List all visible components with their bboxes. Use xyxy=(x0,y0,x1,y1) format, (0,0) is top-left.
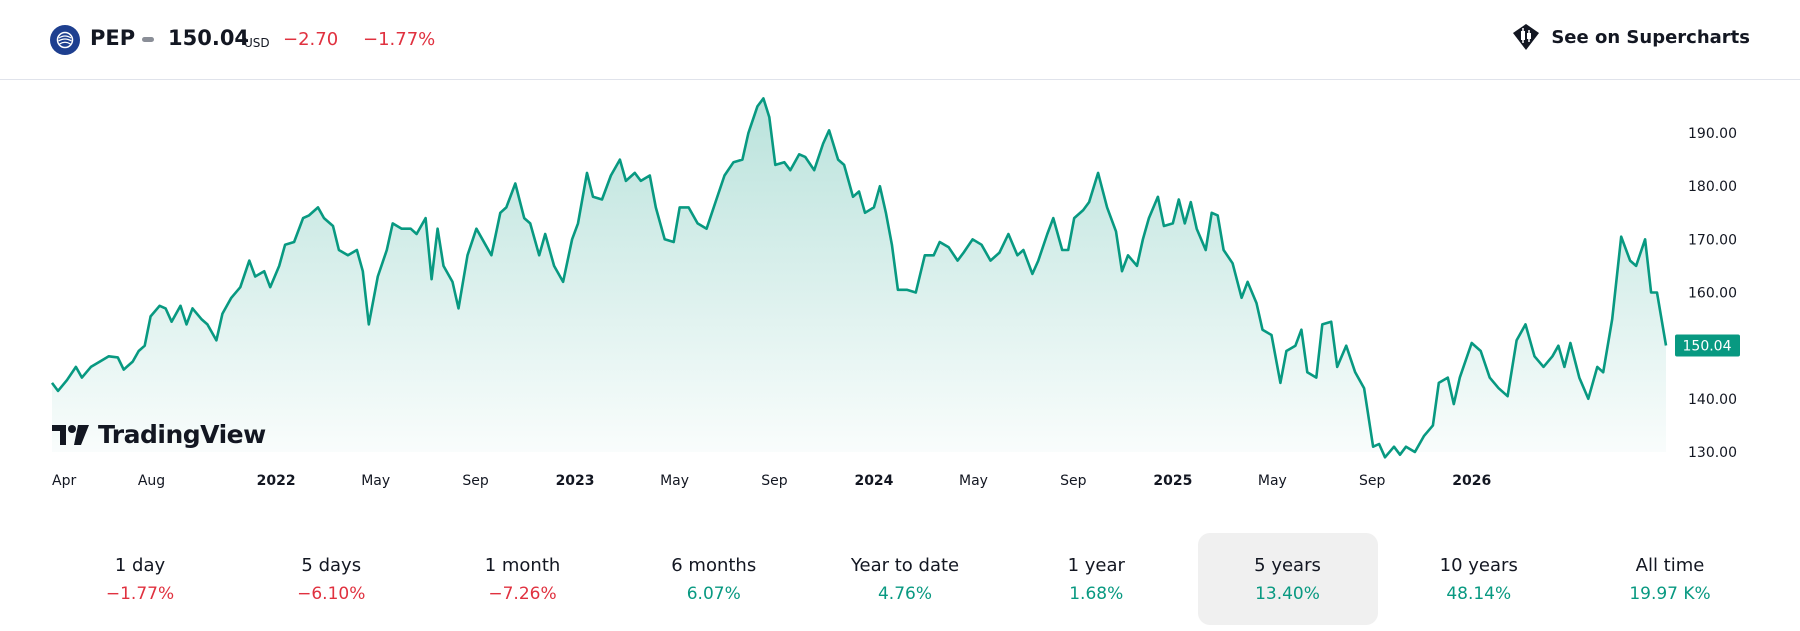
price-axis-tick: 140.00 xyxy=(1688,392,1737,408)
period-label: 1 year xyxy=(1067,554,1125,576)
tradingview-logo-text: TradingView xyxy=(98,420,266,449)
period-change: 48.14% xyxy=(1446,583,1512,604)
last-price-badge-label: 150.04 xyxy=(1683,338,1732,354)
time-axis-tick: May xyxy=(1258,473,1287,489)
time-axis-tick: May xyxy=(959,473,988,489)
time-axis-tick: Aug xyxy=(138,473,165,489)
price-axis-tick: 160.00 xyxy=(1688,286,1737,302)
time-axis-tick: 2022 xyxy=(257,473,296,489)
tradingview-logo-icon xyxy=(52,424,89,445)
price-axis-tick: 170.00 xyxy=(1688,232,1737,248)
period-change: 1.68% xyxy=(1069,583,1124,604)
time-axis-tick: 2025 xyxy=(1153,473,1192,489)
currency-label: USD xyxy=(244,36,270,50)
supercharts-icon xyxy=(1513,24,1540,50)
period-1-year[interactable]: 1 year 1.68% xyxy=(1006,533,1186,625)
price-axis-tick: 180.00 xyxy=(1688,179,1737,195)
see-on-supercharts-link[interactable]: See on Supercharts xyxy=(1511,22,1750,52)
price-area-fill xyxy=(52,98,1666,458)
price-axis-tick: 130.00 xyxy=(1688,445,1737,461)
separator-dash xyxy=(142,37,154,42)
period-6-months[interactable]: 6 months 6.07% xyxy=(624,533,804,625)
price-axis: 190.00180.00170.00160.00150.00140.00130.… xyxy=(1688,126,1737,461)
period-change: 19.97 K% xyxy=(1629,583,1711,604)
price-axis-tick: 190.00 xyxy=(1688,126,1737,142)
symbol-ticker[interactable]: PEP xyxy=(90,26,136,50)
time-axis-tick: May xyxy=(361,473,390,489)
period-year-to-date[interactable]: Year to date 4.76% xyxy=(815,533,995,625)
time-axis-tick: May xyxy=(660,473,689,489)
tradingview-logo: TradingView xyxy=(52,420,266,449)
time-axis-tick: 2024 xyxy=(854,473,893,489)
time-axis-tick: Sep xyxy=(462,473,489,489)
time-axis-tick: Sep xyxy=(1359,473,1386,489)
period-1-day[interactable]: 1 day −1.77% xyxy=(50,533,230,625)
symbol-header: PEP 150.04 USD −2.70 −1.77% See on Super… xyxy=(0,0,1800,80)
time-axis-tick: Apr xyxy=(52,473,76,489)
company-logo-icon xyxy=(50,25,80,55)
price-change: −2.70 xyxy=(283,29,339,50)
period-change: 13.40% xyxy=(1255,583,1320,604)
price-series-line xyxy=(50,97,1668,459)
period-change: −6.10% xyxy=(297,583,366,604)
last-price: 150.04 xyxy=(168,26,250,50)
time-axis-tick: Sep xyxy=(1060,473,1087,489)
period-change: −7.26% xyxy=(488,583,557,604)
period-label: All time xyxy=(1635,554,1705,576)
time-axis-tick: Sep xyxy=(761,473,788,489)
supercharts-label: See on Supercharts xyxy=(1551,26,1750,48)
period-label: Year to date xyxy=(850,554,960,576)
period-label: 1 month xyxy=(484,554,561,576)
period-label: 10 years xyxy=(1439,554,1518,576)
period-5-years[interactable]: 5 years 13.40% xyxy=(1197,533,1378,625)
period-label: 6 months xyxy=(671,554,757,576)
last-price-badge: 150.04 xyxy=(1675,334,1740,357)
period-label: 1 day xyxy=(114,554,166,576)
period-1-month[interactable]: 1 month −7.26% xyxy=(433,533,613,625)
price-change-percent: −1.77% xyxy=(363,29,436,50)
period-label: 5 years xyxy=(1254,554,1321,576)
period-selector: 1 day −1.77% 5 days −6.10% 1 month −7.26… xyxy=(50,533,1760,625)
period-all-time[interactable]: All time 19.97 K% xyxy=(1580,533,1760,625)
period-5-days[interactable]: 5 days −6.10% xyxy=(241,533,421,625)
period-change: 4.76% xyxy=(877,583,932,604)
time-axis-tick: 2023 xyxy=(556,473,595,489)
period-10-years[interactable]: 10 years 48.14% xyxy=(1389,533,1569,625)
time-axis: Apr Aug 2022 May Sep 2023 May Sep 2024 May Sep 2025… xyxy=(52,473,1491,489)
time-axis-tick: 2026 xyxy=(1452,473,1491,489)
period-change: 6.07% xyxy=(686,583,741,604)
period-label: 5 days xyxy=(301,554,362,576)
period-change: −1.77% xyxy=(105,583,175,604)
price-chart[interactable]: 190.00180.00170.00160.00150.00140.00130.… xyxy=(0,80,1800,500)
